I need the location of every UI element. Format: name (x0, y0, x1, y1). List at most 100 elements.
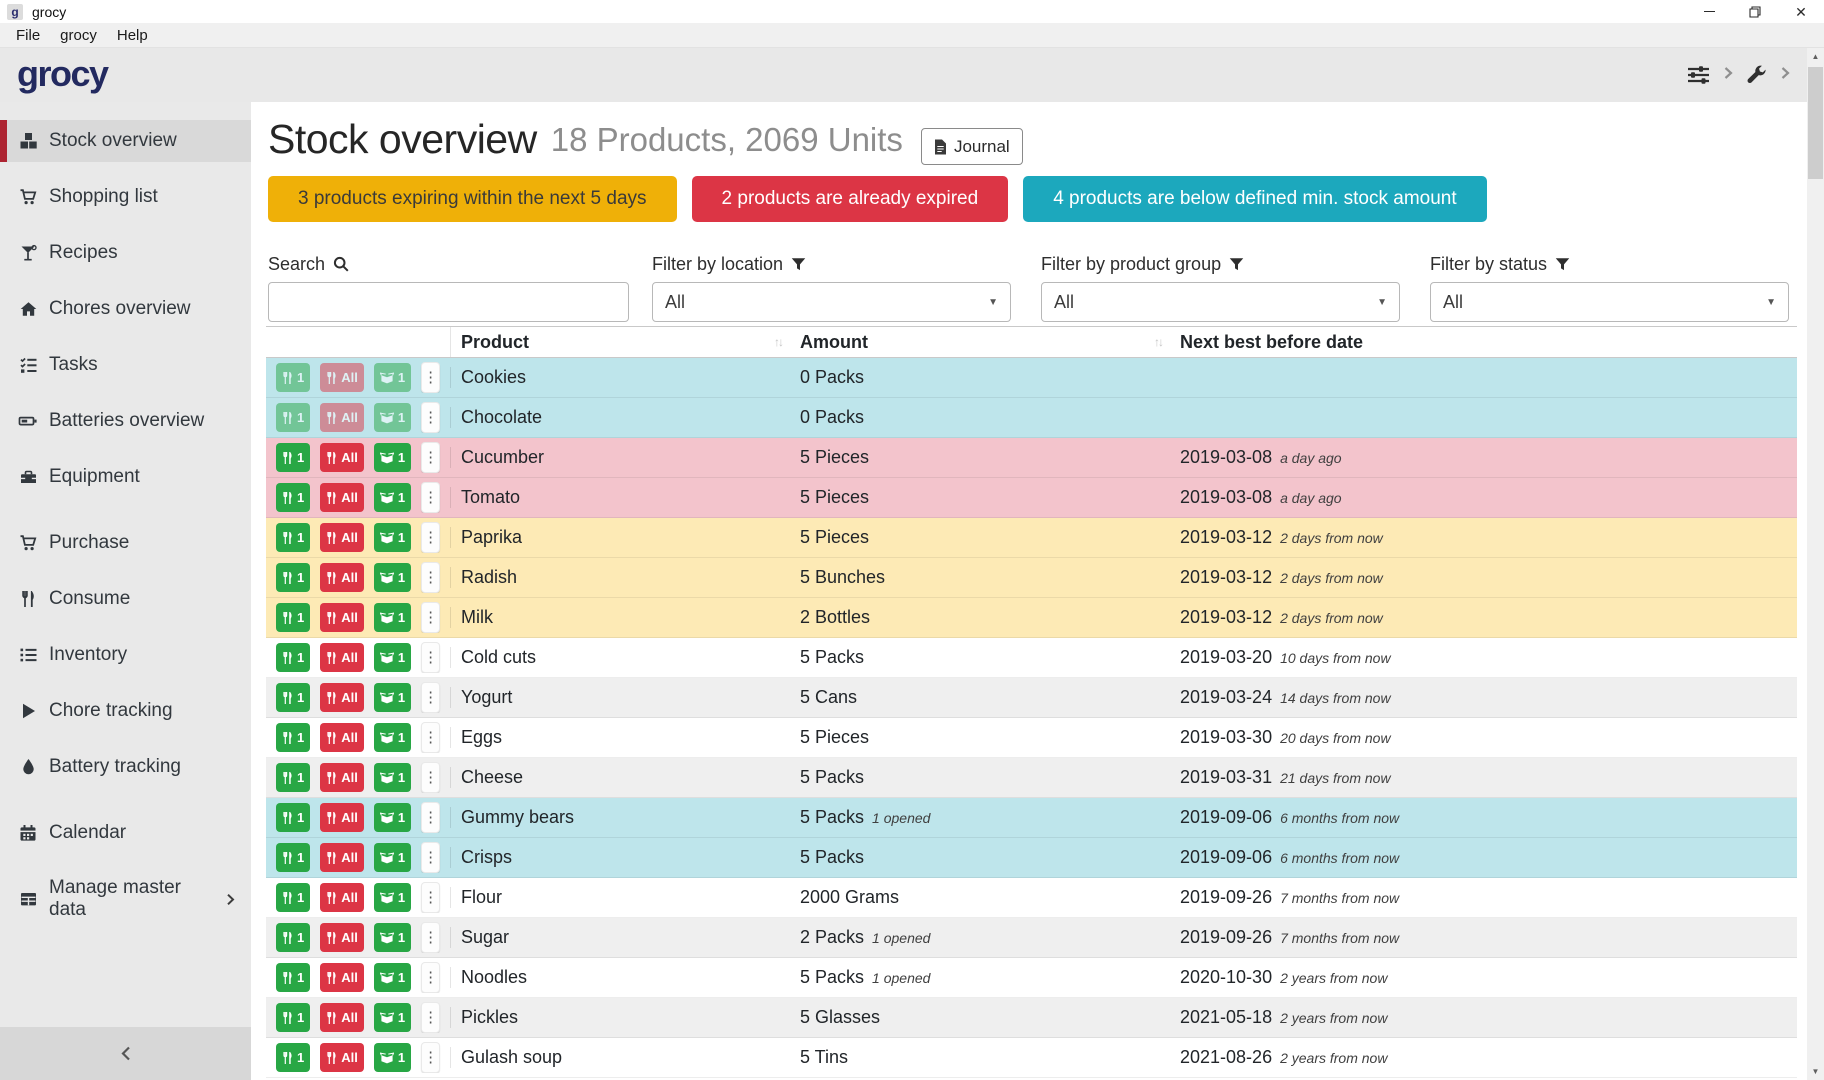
consume-one-button[interactable]: 1 (276, 523, 311, 552)
open-one-button[interactable]: 1 (373, 1003, 412, 1032)
sidebar-item-tasks[interactable]: Tasks (0, 344, 251, 386)
row-menu-button[interactable]: ⋮ (421, 362, 441, 393)
sort-icon[interactable]: ↑↓ (1154, 335, 1164, 349)
sidebar-item-manage-master-data[interactable]: Manage master data (0, 877, 251, 920)
scrollbar-thumb[interactable] (1808, 67, 1823, 179)
sidebar-item-inventory[interactable]: Inventory (0, 634, 251, 676)
consume-one-button[interactable]: 1 (276, 443, 311, 472)
sidebar-item-stock-overview[interactable]: Stock overview (0, 120, 251, 162)
expiring-soon-alert-button[interactable]: 3 products expiring within the next 5 da… (268, 176, 677, 222)
consume-one-button[interactable]: 1 (276, 763, 311, 792)
consume-all-button[interactable]: All (320, 843, 364, 872)
row-menu-button[interactable]: ⋮ (421, 922, 441, 953)
open-one-button[interactable]: 1 (373, 363, 412, 392)
row-menu-button[interactable]: ⋮ (421, 882, 441, 913)
bbd-column-header[interactable]: Next best before date (1180, 331, 1364, 352)
below-min-stock-alert-button[interactable]: 4 products are below defined min. stock … (1023, 176, 1487, 222)
consume-all-button[interactable]: All (320, 883, 364, 912)
consume-one-button[interactable]: 1 (276, 1003, 311, 1032)
sidebar-item-calendar[interactable]: Calendar (0, 812, 251, 854)
consume-all-button[interactable]: All (320, 963, 364, 992)
status-select[interactable]: All ▼ (1430, 282, 1789, 322)
sidebar-item-equipment[interactable]: Equipment (0, 456, 251, 498)
open-one-button[interactable]: 1 (373, 403, 412, 432)
amount-column-header[interactable]: Amount ↑↓ (800, 331, 1164, 352)
row-menu-button[interactable]: ⋮ (421, 642, 441, 673)
product-group-select[interactable]: All ▼ (1041, 282, 1400, 322)
consume-one-button[interactable]: 1 (276, 603, 311, 632)
row-menu-button[interactable]: ⋮ (421, 802, 441, 833)
row-menu-button[interactable]: ⋮ (421, 762, 441, 793)
row-menu-button[interactable]: ⋮ (421, 522, 441, 553)
row-menu-button[interactable]: ⋮ (421, 402, 441, 433)
menu-grocy[interactable]: grocy (60, 26, 97, 44)
sidebar-item-chore-tracking[interactable]: Chore tracking (0, 690, 251, 732)
open-one-button[interactable]: 1 (373, 443, 412, 472)
row-menu-button[interactable]: ⋮ (421, 1002, 441, 1033)
consume-one-button[interactable]: 1 (276, 563, 311, 592)
row-menu-button[interactable]: ⋮ (421, 842, 441, 873)
location-select[interactable]: All ▼ (652, 282, 1011, 322)
sidebar-item-shopping-list[interactable]: Shopping list (0, 176, 251, 218)
open-one-button[interactable]: 1 (373, 963, 412, 992)
open-one-button[interactable]: 1 (373, 603, 412, 632)
open-one-button[interactable]: 1 (373, 723, 412, 752)
open-one-button[interactable]: 1 (373, 683, 412, 712)
consume-all-button[interactable]: All (320, 643, 364, 672)
row-menu-button[interactable]: ⋮ (421, 602, 441, 633)
consume-all-button[interactable]: All (320, 923, 364, 952)
consume-all-button[interactable]: All (320, 443, 364, 472)
vertical-scrollbar[interactable]: ▲ ▼ (1807, 48, 1824, 1080)
journal-button[interactable]: Journal (920, 128, 1023, 165)
row-menu-button[interactable]: ⋮ (421, 1042, 441, 1073)
consume-all-button[interactable]: All (320, 763, 364, 792)
scroll-down-button[interactable]: ▼ (1807, 1063, 1824, 1080)
open-one-button[interactable]: 1 (373, 483, 412, 512)
consume-all-button[interactable]: All (320, 563, 364, 592)
row-menu-button[interactable]: ⋮ (421, 682, 441, 713)
expired-alert-button[interactable]: 2 products are already expired (691, 176, 1009, 222)
consume-all-button[interactable]: All (320, 803, 364, 832)
restore-button[interactable] (1732, 0, 1778, 23)
consume-all-button[interactable]: All (320, 403, 364, 432)
consume-one-button[interactable]: 1 (276, 883, 311, 912)
consume-all-button[interactable]: All (320, 363, 364, 392)
row-menu-button[interactable]: ⋮ (421, 722, 441, 753)
open-one-button[interactable]: 1 (373, 523, 412, 552)
product-column-header[interactable]: Product ↑↓ (450, 327, 790, 357)
open-one-button[interactable]: 1 (373, 803, 412, 832)
open-one-button[interactable]: 1 (373, 923, 412, 952)
open-one-button[interactable]: 1 (373, 643, 412, 672)
consume-one-button[interactable]: 1 (276, 1043, 311, 1072)
row-menu-button[interactable]: ⋮ (421, 562, 441, 593)
minimize-button[interactable] (1686, 0, 1732, 23)
sidebar-item-batteries-overview[interactable]: Batteries overview (0, 400, 251, 442)
open-one-button[interactable]: 1 (373, 843, 412, 872)
grocy-logo[interactable]: grocy (17, 53, 109, 94)
sidebar-item-chores-overview[interactable]: Chores overview (0, 288, 251, 330)
consume-all-button[interactable]: All (320, 483, 364, 512)
stock-filter-menu-button[interactable] (1687, 65, 1710, 85)
consume-one-button[interactable]: 1 (276, 843, 311, 872)
consume-one-button[interactable]: 1 (276, 403, 311, 432)
open-one-button[interactable]: 1 (373, 1043, 412, 1072)
sidebar-item-purchase[interactable]: Purchase (0, 522, 251, 564)
consume-one-button[interactable]: 1 (276, 683, 311, 712)
consume-all-button[interactable]: All (320, 603, 364, 632)
search-input[interactable] (268, 282, 629, 322)
row-menu-button[interactable]: ⋮ (421, 442, 441, 473)
consume-one-button[interactable]: 1 (276, 803, 311, 832)
consume-one-button[interactable]: 1 (276, 643, 311, 672)
menu-file[interactable]: File (16, 26, 41, 44)
consume-all-button[interactable]: All (320, 523, 364, 552)
consume-all-button[interactable]: All (320, 723, 364, 752)
consume-all-button[interactable]: All (320, 1043, 364, 1072)
consume-one-button[interactable]: 1 (276, 923, 311, 952)
close-button[interactable]: ✕ (1778, 0, 1824, 23)
menu-help[interactable]: Help (116, 26, 148, 44)
consume-one-button[interactable]: 1 (276, 723, 311, 752)
consume-one-button[interactable]: 1 (276, 483, 311, 512)
consume-one-button[interactable]: 1 (276, 963, 311, 992)
row-menu-button[interactable]: ⋮ (421, 482, 441, 513)
consume-one-button[interactable]: 1 (276, 363, 311, 392)
